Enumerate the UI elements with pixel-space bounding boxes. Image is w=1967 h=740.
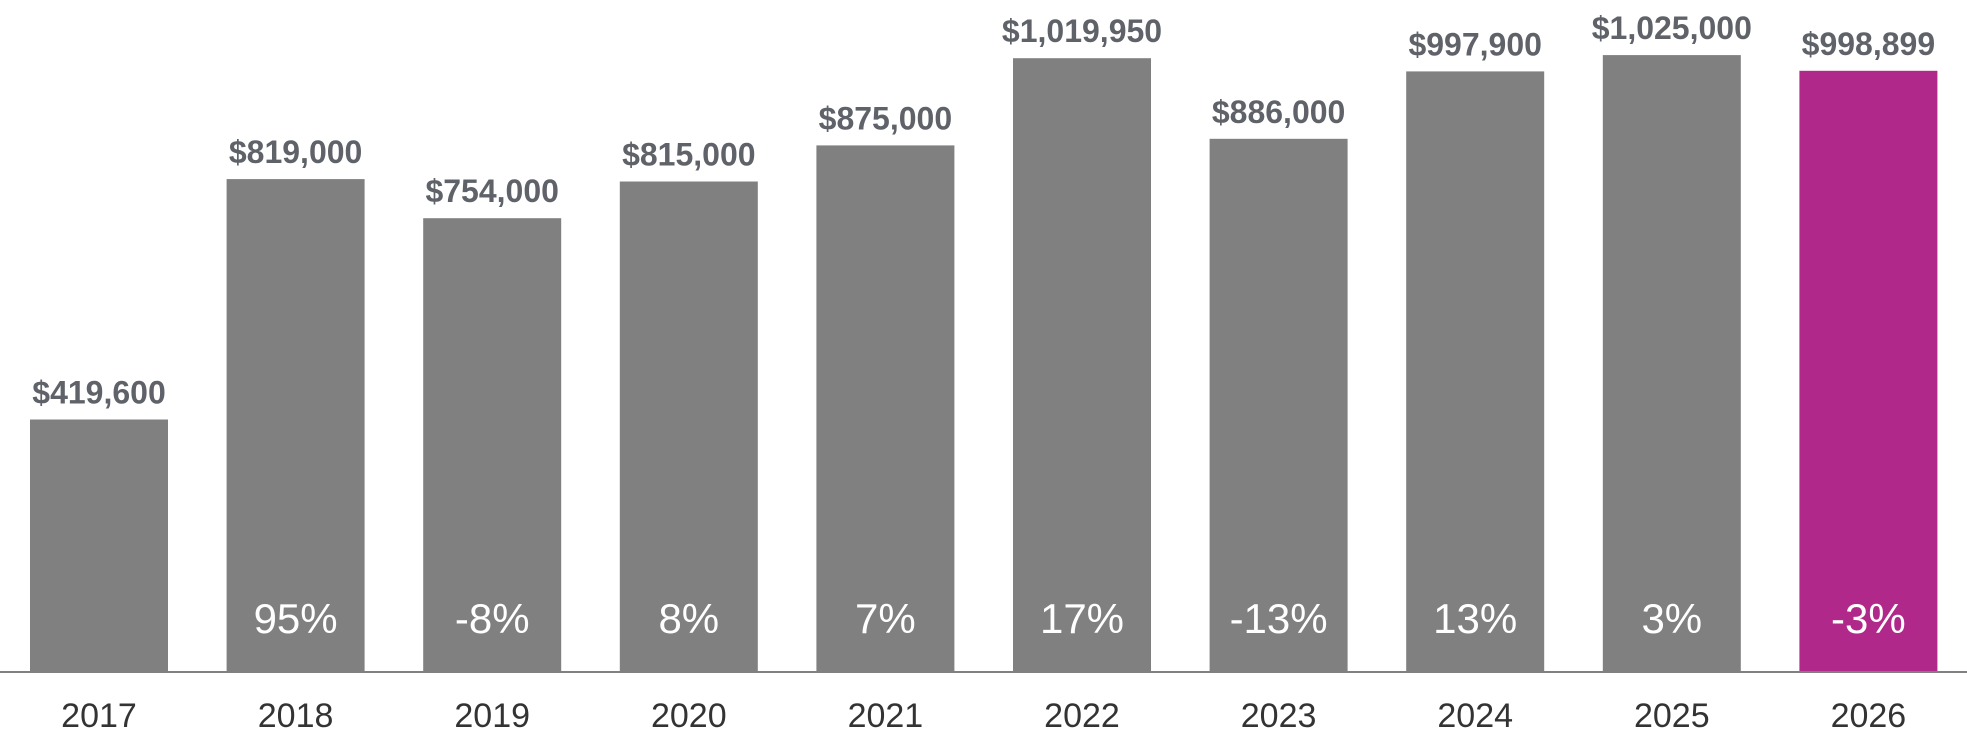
change-label-2023: -13% [1230,595,1328,642]
change-label-2020: 8% [658,595,719,642]
bar-2019 [423,218,562,672]
change-label-2022: 17% [1040,595,1124,642]
bar-2025 [1602,55,1741,673]
value-label-2022: $1,019,950 [1002,13,1162,49]
bar-2018 [226,179,365,672]
x-tick-label-2021: 2021 [848,697,924,735]
value-labels-layer: $419,600 $819,000 $754,000 $815,000 $875,000… [32,10,1935,410]
x-tick-label-2026: 2026 [1831,697,1907,735]
value-label-2021: $875,000 [819,100,952,136]
x-tick-label-2023: 2023 [1241,697,1317,735]
value-label-2026: $998,899 [1802,26,1935,62]
x-tick-label-2024: 2024 [1437,697,1513,735]
change-label-2024: 13% [1433,595,1517,642]
change-label-2018: 95% [254,595,338,642]
value-label-2025: $1,025,000 [1592,10,1752,46]
change-label-2026: -3% [1831,595,1906,642]
bar-2026 [1799,70,1938,673]
change-label-2025: 3% [1641,595,1702,642]
bar-2020 [619,181,758,672]
change-label-2021: 7% [855,595,916,642]
value-label-2018: $819,000 [229,134,362,170]
x-tick-label-2017: 2017 [61,697,137,735]
bars-layer [30,55,1938,673]
change-label-2019: -8% [455,595,530,642]
value-label-2019: $754,000 [425,173,558,209]
x-tick-label-2019: 2019 [454,697,530,735]
bar-2022 [1013,58,1151,672]
value-label-2017: $419,600 [32,375,165,411]
x-tick-label-2018: 2018 [258,697,334,735]
value-label-2023: $886,000 [1212,94,1345,130]
x-tick-label-2022: 2022 [1044,697,1120,735]
x-tick-label-2025: 2025 [1634,697,1710,735]
bar-2023 [1209,138,1348,673]
change-labels-layer: 95% -8% 8% 7% 17% -13% 13% 3% -3% [254,595,1906,642]
x-tick-label-2020: 2020 [651,697,727,735]
bar-2021 [816,145,955,672]
value-label-2024: $997,900 [1408,26,1541,62]
x-tick-labels-layer: 2017 2018 2019 2020 2021 2022 2023 2024 2025 2026 [61,697,1906,735]
bar-2017 [30,419,168,672]
bar-2024 [1406,71,1545,672]
value-label-2020: $815,000 [622,137,755,173]
